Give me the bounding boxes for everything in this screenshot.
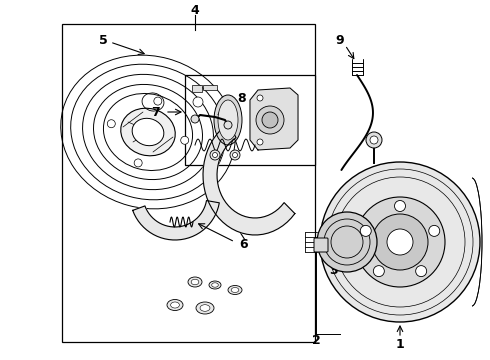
Circle shape [366, 132, 382, 148]
Ellipse shape [212, 283, 219, 287]
FancyBboxPatch shape [314, 238, 328, 252]
Circle shape [387, 229, 413, 255]
Text: 5: 5 [98, 33, 107, 46]
Circle shape [355, 197, 445, 287]
Circle shape [213, 153, 218, 158]
Circle shape [257, 95, 263, 101]
Polygon shape [133, 201, 220, 240]
Circle shape [372, 214, 428, 270]
Ellipse shape [218, 100, 238, 140]
Circle shape [181, 136, 189, 144]
Circle shape [257, 139, 263, 145]
Circle shape [416, 266, 427, 276]
Polygon shape [250, 88, 298, 150]
Ellipse shape [132, 118, 164, 146]
Circle shape [360, 225, 371, 237]
Circle shape [191, 115, 199, 123]
Circle shape [134, 159, 142, 167]
Circle shape [370, 136, 378, 144]
Circle shape [232, 153, 238, 158]
Circle shape [256, 106, 284, 134]
Text: 4: 4 [191, 4, 199, 17]
Circle shape [320, 162, 480, 322]
Text: 7: 7 [150, 105, 159, 118]
Ellipse shape [228, 285, 242, 294]
Ellipse shape [209, 281, 221, 289]
Circle shape [317, 212, 377, 272]
Text: 3: 3 [330, 264, 338, 276]
Polygon shape [203, 123, 295, 235]
Circle shape [154, 97, 162, 105]
Circle shape [193, 97, 203, 107]
Ellipse shape [214, 95, 242, 145]
Text: 6: 6 [240, 238, 248, 251]
Bar [62, 24, 315, 342]
Circle shape [224, 121, 232, 129]
Bar [185, 75, 315, 165]
Ellipse shape [191, 279, 199, 285]
Circle shape [262, 112, 278, 128]
Ellipse shape [121, 108, 175, 156]
Ellipse shape [196, 302, 214, 314]
Text: 1: 1 [395, 338, 404, 351]
Ellipse shape [171, 302, 179, 308]
Circle shape [210, 150, 220, 160]
Ellipse shape [167, 300, 183, 310]
Bar [192, 85, 202, 92]
Bar [203, 85, 217, 90]
Circle shape [394, 201, 406, 212]
Text: 9: 9 [336, 33, 344, 46]
Ellipse shape [188, 277, 202, 287]
Circle shape [373, 266, 384, 276]
Text: 2: 2 [312, 333, 320, 346]
Ellipse shape [231, 288, 239, 292]
Circle shape [429, 225, 440, 237]
Text: 8: 8 [238, 91, 246, 104]
Circle shape [230, 150, 240, 160]
Circle shape [107, 120, 115, 128]
Ellipse shape [200, 305, 210, 311]
